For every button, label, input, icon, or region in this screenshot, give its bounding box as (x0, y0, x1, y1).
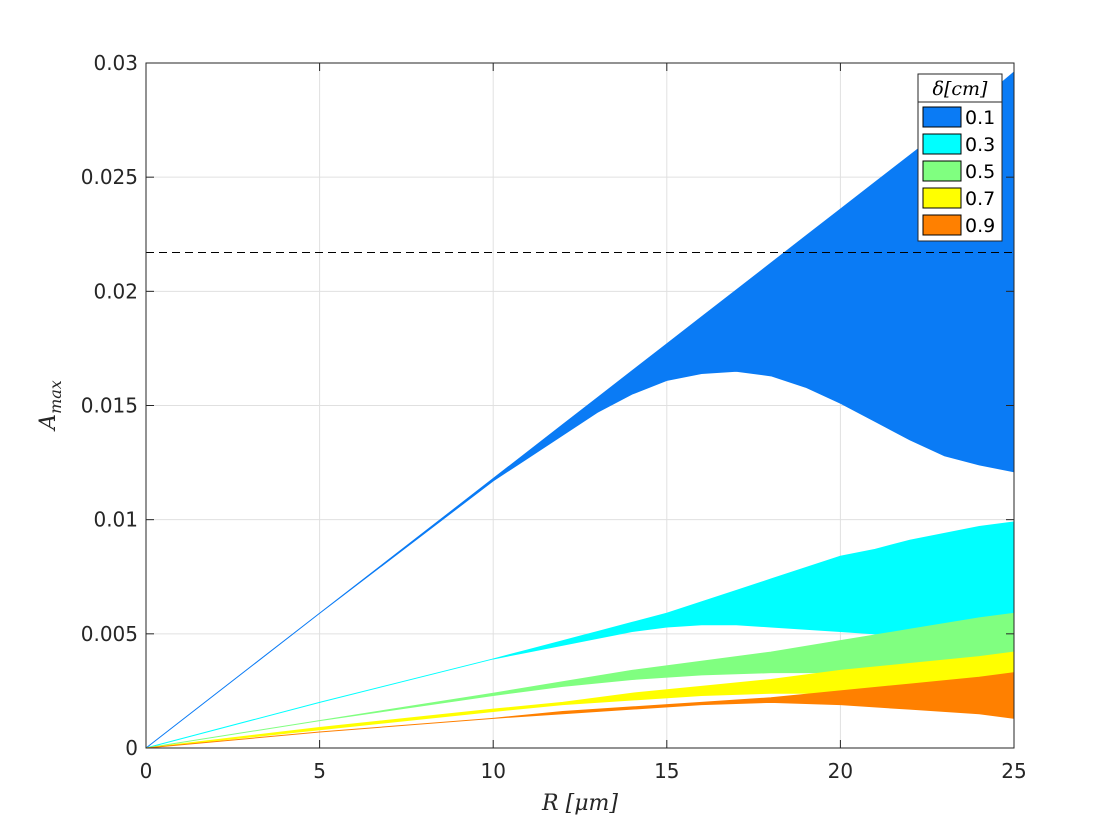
x-tick-label: 15 (654, 759, 679, 783)
y-tick-label: 0.03 (93, 51, 138, 75)
legend-entry-label: 0.1 (965, 107, 995, 129)
legend-swatch (922, 160, 962, 182)
x-tick-label: 0 (140, 759, 153, 783)
y-tick-label: 0.015 (81, 394, 138, 418)
legend-swatch (922, 214, 962, 236)
y-axis-label: Amax (36, 380, 65, 432)
legend-title: δ[cm] (933, 78, 989, 100)
y-tick-label: 0.025 (81, 165, 138, 189)
x-tick-label: 25 (1001, 759, 1026, 783)
legend-swatch (922, 187, 962, 209)
axis-ticks: 0 5 10 15 20 25 0 0.005 0.01 0.015 0.02 0.025 0.03 (81, 51, 1027, 783)
y-axis-label-subscript: max (46, 380, 65, 414)
legend-entry-label: 0.7 (965, 188, 995, 210)
y-tick-label: 0.02 (93, 279, 138, 303)
legend-entry-label: 0.3 (965, 134, 995, 156)
legend-swatch (922, 106, 962, 128)
legend-entry-label: 0.9 (965, 215, 995, 237)
y-axis-label-main: A (36, 414, 61, 432)
x-tick-label: 5 (313, 759, 326, 783)
legend-entry-label: 0.5 (965, 161, 995, 183)
legend: δ[cm] 0.1 0.3 0.5 0.7 0.9 (917, 73, 1003, 242)
x-tick-label: 10 (480, 759, 505, 783)
y-tick-label: 0 (125, 736, 138, 760)
x-axis-label: R [μm] (541, 791, 618, 816)
x-tick-label: 20 (828, 759, 853, 783)
y-tick-label: 0.005 (81, 622, 138, 646)
y-tick-label: 0.01 (93, 508, 138, 532)
legend-swatch (922, 133, 962, 155)
